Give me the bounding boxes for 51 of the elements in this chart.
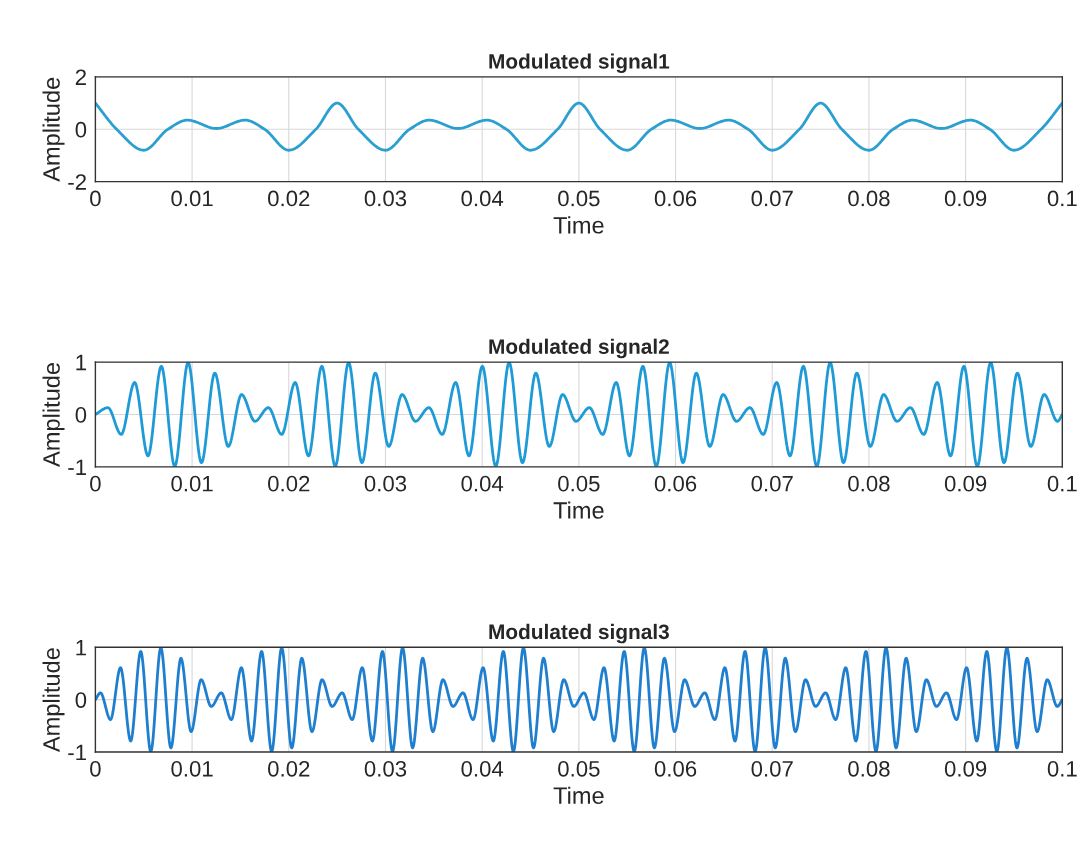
x-tick-label: 0.1 bbox=[1047, 760, 1077, 777]
x-tick-label: 0.03 bbox=[364, 760, 407, 777]
x-tick-label: 0.04 bbox=[461, 475, 504, 492]
x-tick-label: 0.1 bbox=[1047, 190, 1077, 207]
y-tick-label: -1 bbox=[68, 459, 86, 475]
x-tick-label: 0 bbox=[90, 190, 101, 207]
x-tick-label: 0.09 bbox=[944, 475, 987, 492]
x-tick-label: 0.01 bbox=[171, 760, 213, 777]
x-tick-label: 0.05 bbox=[558, 760, 600, 777]
y-tick-label: 1 bbox=[76, 354, 86, 371]
y-tick-label: 2 bbox=[75, 69, 86, 85]
x-tick-label: 0.08 bbox=[848, 760, 890, 777]
x-tick-label: 0.03 bbox=[364, 475, 407, 492]
y-tick-label: 1 bbox=[76, 640, 86, 656]
x-tick-label: 0.01 bbox=[171, 190, 213, 207]
x-tick-label: 0.08 bbox=[848, 190, 890, 207]
x-tick-label: 0.06 bbox=[654, 190, 697, 207]
y-tick-label: 0 bbox=[75, 121, 87, 138]
y-tick-label: -2 bbox=[68, 174, 86, 190]
x-tick-label: 0.06 bbox=[654, 760, 697, 777]
x-tick-label: 0.09 bbox=[944, 760, 987, 777]
x-tick-label: 0.09 bbox=[944, 190, 987, 207]
chart-title: Modulated signal1 bbox=[489, 53, 670, 73]
x-tick-label: 0.06 bbox=[654, 475, 697, 492]
y-axis-title: Amplitude bbox=[42, 363, 65, 467]
y-tick-label: 0 bbox=[75, 407, 87, 423]
x-axis-title: Time bbox=[553, 216, 604, 234]
x-tick-label: 0.02 bbox=[268, 760, 310, 777]
x-tick-label: 0.05 bbox=[558, 475, 600, 492]
y-tick-label: -1 bbox=[68, 744, 86, 761]
x-tick-label: 0 bbox=[90, 475, 101, 492]
x-tick-label: 0.04 bbox=[461, 190, 504, 207]
x-tick-label: 0.07 bbox=[751, 190, 793, 207]
chart-title: Modulated signal3 bbox=[489, 623, 669, 644]
x-axis-title: Time bbox=[553, 786, 604, 804]
x-tick-label: 0.03 bbox=[364, 190, 407, 207]
chart-title: Modulated signal2 bbox=[489, 338, 669, 359]
x-tick-label: 0.04 bbox=[461, 760, 504, 777]
x-tick-label: 0 bbox=[90, 760, 101, 777]
y-axis-title: Amplitude bbox=[42, 77, 65, 182]
x-tick-label: 0.1 bbox=[1047, 475, 1077, 492]
x-axis-title: Time bbox=[553, 501, 604, 519]
x-tick-label: 0.05 bbox=[558, 190, 600, 207]
x-tick-label: 0.07 bbox=[751, 760, 793, 777]
x-tick-label: 0.02 bbox=[268, 190, 310, 207]
x-tick-label: 0.08 bbox=[848, 475, 890, 492]
x-tick-label: 0.02 bbox=[268, 475, 310, 492]
x-tick-label: 0.01 bbox=[171, 475, 213, 492]
y-axis-title: Amplitude bbox=[42, 648, 65, 753]
x-tick-label: 0.07 bbox=[751, 475, 793, 492]
y-tick-label: 0 bbox=[75, 692, 87, 708]
